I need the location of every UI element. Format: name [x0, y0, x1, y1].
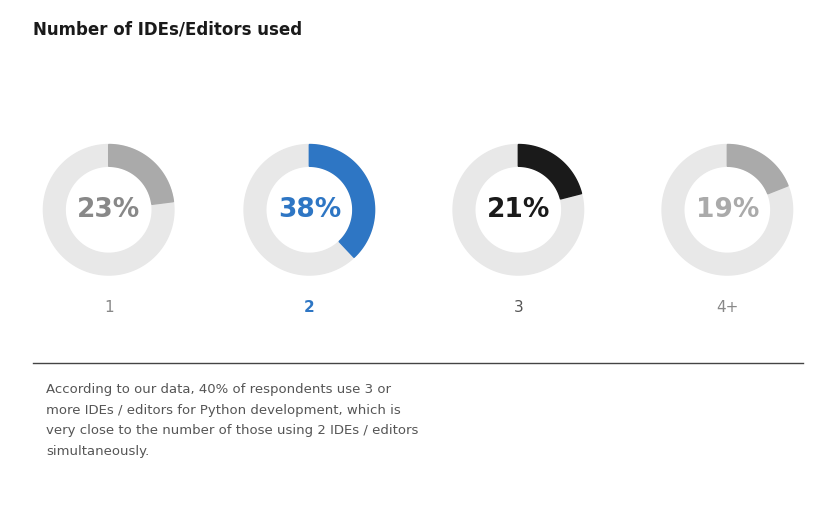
- Polygon shape: [244, 145, 375, 275]
- Polygon shape: [43, 145, 174, 275]
- Polygon shape: [453, 145, 584, 275]
- Text: Number of IDEs/Editors used: Number of IDEs/Editors used: [33, 21, 303, 39]
- Polygon shape: [662, 145, 793, 275]
- Polygon shape: [518, 145, 582, 199]
- Text: 23%: 23%: [77, 197, 140, 223]
- Text: 19%: 19%: [696, 197, 759, 223]
- Text: 1: 1: [104, 300, 114, 315]
- Polygon shape: [727, 145, 788, 194]
- Polygon shape: [109, 145, 173, 204]
- Text: 38%: 38%: [278, 197, 341, 223]
- Text: 3: 3: [513, 300, 523, 315]
- Polygon shape: [309, 145, 375, 257]
- Text: 2: 2: [304, 300, 314, 315]
- Text: 4+: 4+: [716, 300, 738, 315]
- Text: 21%: 21%: [487, 197, 550, 223]
- Text: According to our data, 40% of respondents use 3 or
more IDEs / editors for Pytho: According to our data, 40% of respondent…: [46, 383, 418, 458]
